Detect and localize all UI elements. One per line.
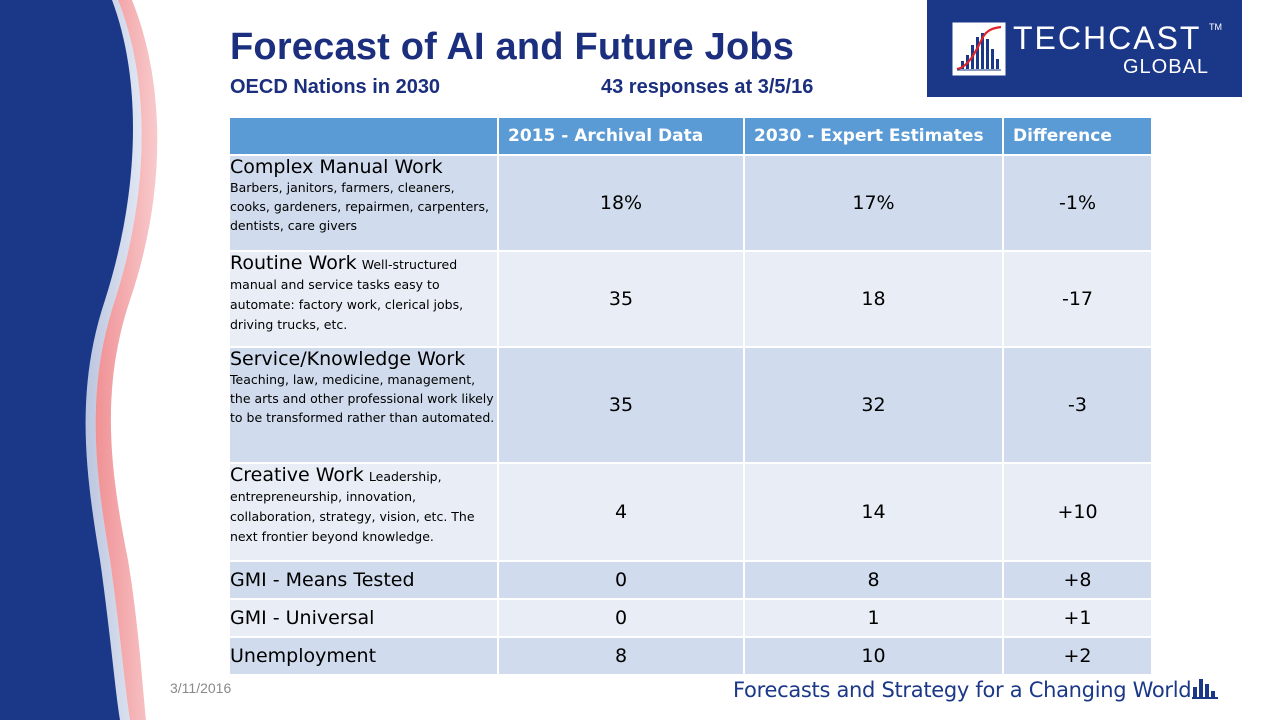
category-cell: Complex Manual Work Barbers, janitors, f… [228, 154, 499, 252]
slide-subtitle: OECD Nations in 2030 [230, 76, 441, 98]
value-2015: 35 [497, 346, 745, 464]
table-row: Unemployment 8 10 +2 [228, 636, 1153, 676]
value-2030: 14 [743, 462, 1004, 562]
value-2030: 1 [743, 598, 1004, 638]
value-2030: 8 [743, 560, 1004, 600]
category-name: Creative Work [230, 464, 364, 486]
value-2030: 32 [743, 346, 1004, 464]
table-row: Service/Knowledge Work Teaching, law, me… [228, 346, 1153, 464]
forecast-table: 2015 - Archival Data 2030 - Expert Estim… [228, 116, 1153, 676]
response-count: 43 responses at 3/5/16 [601, 76, 814, 98]
bar-chart-icon [1192, 679, 1218, 699]
category-name: GMI - Universal [230, 607, 375, 629]
logo-trademark: TM [1209, 22, 1222, 32]
value-difference: +1 [1002, 598, 1153, 638]
value-difference: -3 [1002, 346, 1153, 464]
header-2015: 2015 - Archival Data [497, 116, 745, 156]
value-2030: 10 [743, 636, 1004, 676]
table-header-row: 2015 - Archival Data 2030 - Expert Estim… [228, 116, 1153, 156]
value-2030: 17% [743, 154, 1004, 252]
category-description: Leadership, entrepreneurship, innovation… [230, 469, 475, 544]
value-2015: 4 [497, 462, 745, 562]
category-name: GMI - Means Tested [230, 569, 415, 591]
value-difference: -17 [1002, 250, 1153, 348]
category-cell: Creative Work Leadership, entrepreneursh… [228, 462, 499, 562]
category-cell: Unemployment [228, 636, 499, 676]
slide-title: Forecast of AI and Future Jobs [230, 26, 795, 68]
side-decoration [0, 0, 158, 720]
category-name: Unemployment [230, 645, 377, 667]
category-cell: GMI - Means Tested [228, 560, 499, 600]
value-difference: +10 [1002, 462, 1153, 562]
value-difference: +8 [1002, 560, 1153, 600]
category-name: Complex Manual Work [230, 156, 443, 178]
category-name: Service/Knowledge Work [230, 348, 466, 370]
header-difference: Difference [1002, 116, 1153, 156]
techcast-logo: TECHCAST TM GLOBAL [927, 0, 1242, 97]
logo-subtitle: GLOBAL [1123, 56, 1210, 78]
table-row: Creative Work Leadership, entrepreneursh… [228, 462, 1153, 562]
value-2030: 18 [743, 250, 1004, 348]
category-cell: Routine Work Well-structured manual and … [228, 250, 499, 348]
chart-logo-icon [951, 21, 1007, 77]
category-cell: GMI - Universal [228, 598, 499, 638]
table-row: Routine Work Well-structured manual and … [228, 250, 1153, 348]
value-2015: 0 [497, 598, 745, 638]
table-row: GMI - Universal 0 1 +1 [228, 598, 1153, 638]
table-row: Complex Manual Work Barbers, janitors, f… [228, 154, 1153, 252]
table-row: GMI - Means Tested 0 8 +8 [228, 560, 1153, 600]
category-description: Barbers, janitors, farmers, cleaners, co… [230, 180, 489, 233]
logo-name: TECHCAST [1013, 20, 1202, 56]
header-2030: 2030 - Expert Estimates [743, 116, 1004, 156]
slide-date: 3/11/2016 [170, 680, 232, 696]
header-category [228, 116, 499, 156]
value-2015: 35 [497, 250, 745, 348]
value-difference: +2 [1002, 636, 1153, 676]
value-difference: -1% [1002, 154, 1153, 252]
category-description: Teaching, law, medicine, management, the… [230, 372, 495, 425]
category-cell: Service/Knowledge Work Teaching, law, me… [228, 346, 499, 464]
category-description: Well-structured manual and service tasks… [230, 257, 464, 332]
category-name: Routine Work [230, 252, 357, 274]
value-2015: 18% [497, 154, 745, 252]
slide-tagline: Forecasts and Strategy for a Changing Wo… [733, 678, 1192, 702]
value-2015: 0 [497, 560, 745, 600]
value-2015: 8 [497, 636, 745, 676]
